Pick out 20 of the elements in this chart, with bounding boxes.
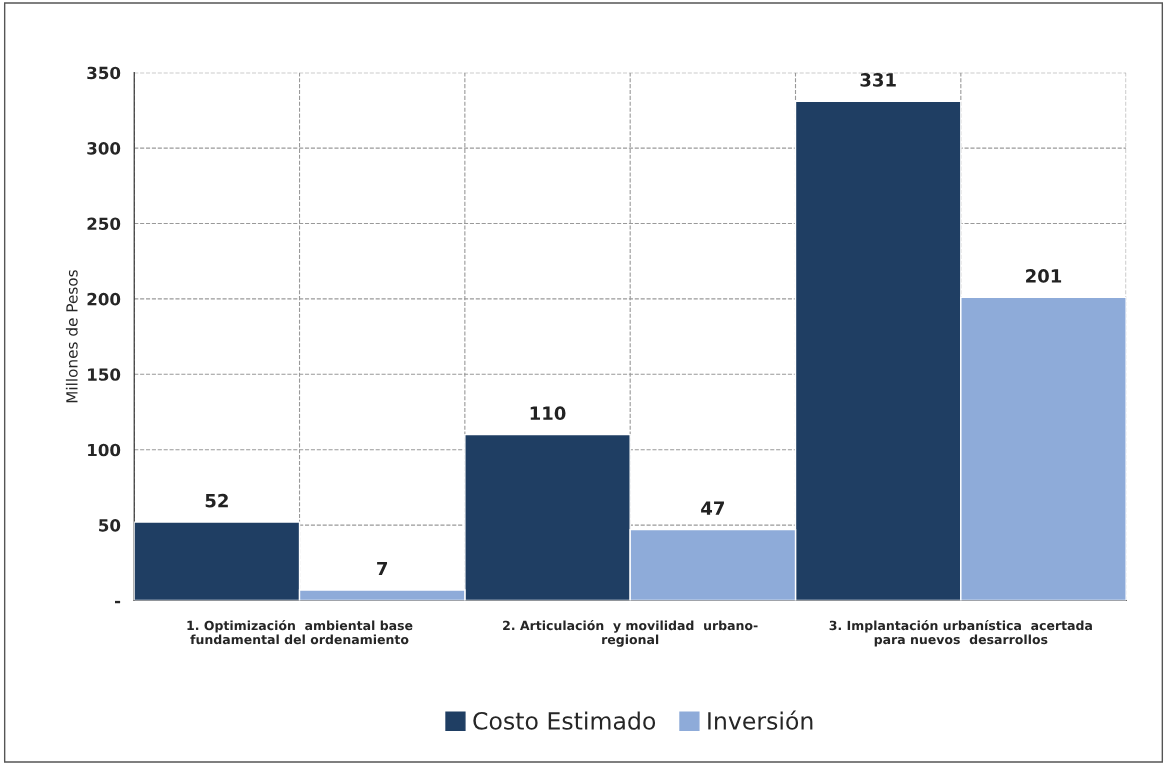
x-tick-label: 2. Articulación y movilidad urbano- regional	[503, 619, 758, 647]
x-tick-label: 3. Implantación urbanística acertada para nuevos desarrollos	[829, 619, 1092, 647]
legend-label: Costo Estimado	[473, 711, 656, 730]
data-label: 331	[860, 73, 896, 87]
data-label: 201	[1026, 269, 1062, 283]
data-label: 110	[530, 406, 566, 421]
x-tick-label: 1. Optimización ambiental base fundamental del ordenamiento	[187, 619, 413, 645]
y-tick-label: 350	[87, 66, 121, 80]
y-tick-label: 250	[87, 217, 121, 231]
y-tick-label: 150	[88, 368, 121, 381]
y-tick-label: -	[115, 600, 121, 604]
y-axis-title: Millones de Pesos	[65, 270, 78, 403]
y-tick-label: 300	[87, 142, 121, 155]
y-tick-label: 50	[99, 519, 121, 532]
data-label: 7	[377, 561, 388, 576]
y-tick-label: 200	[87, 292, 121, 306]
data-label: 47	[701, 501, 724, 515]
data-label: 52	[205, 493, 228, 508]
y-tick-label: 100	[88, 443, 121, 457]
legend-label: Inversión	[708, 710, 813, 730]
